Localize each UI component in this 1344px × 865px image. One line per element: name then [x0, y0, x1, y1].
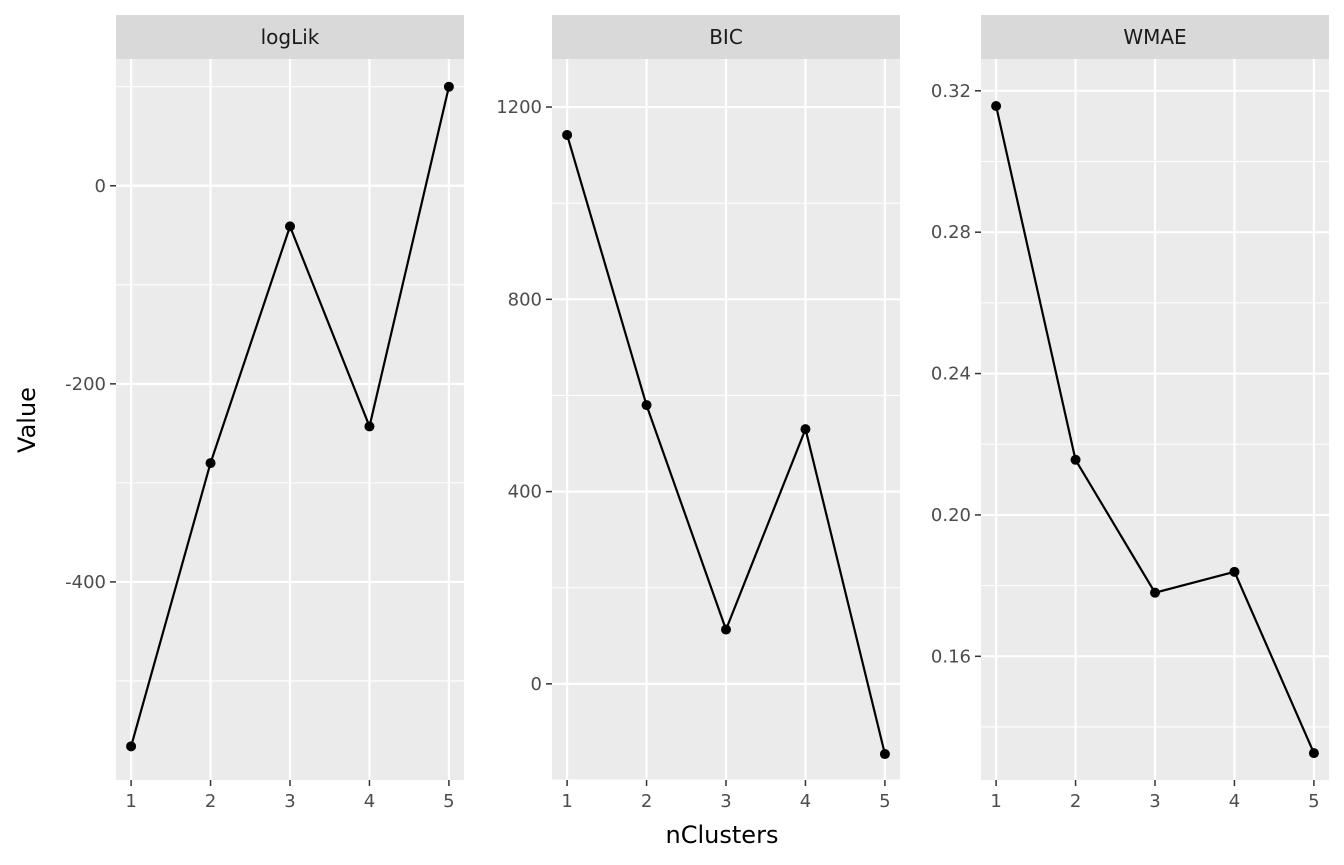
facet-strip [116, 15, 464, 59]
x-tick-label: 3 [720, 791, 731, 812]
x-tick-label: 3 [284, 791, 295, 812]
data-point [205, 458, 216, 469]
x-tick-label: 5 [1308, 791, 1319, 812]
x-tick-label: 4 [800, 791, 811, 812]
y-tick-label: 0.16 [931, 646, 971, 667]
data-point [991, 101, 1002, 112]
y-tick-label: 0.28 [931, 222, 971, 243]
data-point [1070, 454, 1081, 465]
panel-BIC: BIC 0 400 800 1200 1 2 3 4 5 [496, 15, 900, 812]
x-tick-label: 5 [443, 791, 454, 812]
data-point [364, 421, 375, 432]
x-tick-label: 5 [879, 791, 890, 812]
x-tick-label: 3 [1149, 791, 1160, 812]
facet-strip-label: BIC [709, 25, 743, 49]
y-tick-label: -200 [65, 374, 106, 395]
x-tick-label: 2 [1070, 791, 1081, 812]
data-point [443, 81, 454, 92]
y-tick-label: 0 [531, 674, 542, 695]
y-tick-label: -400 [65, 572, 106, 593]
y-tick-label: 400 [508, 482, 542, 503]
x-tick-label: 2 [205, 791, 216, 812]
data-point [721, 624, 731, 635]
data-point [126, 741, 137, 752]
x-tick-label: 4 [1229, 791, 1240, 812]
x-tick-label: 1 [125, 791, 136, 812]
y-axis-title: Value [13, 387, 41, 453]
y-tick-label: 0.20 [931, 505, 971, 526]
y-tick-label: 0.32 [931, 81, 971, 102]
x-tick-label: 1 [561, 791, 572, 812]
data-point [800, 424, 811, 435]
x-tick-label: 2 [641, 791, 652, 812]
facet-strip-label: logLik [261, 25, 320, 49]
data-point [1308, 748, 1319, 759]
panel-logLik: logLik -400 -200 0 1 2 3 4 5 [65, 15, 464, 812]
y-tick-label: 0 [95, 176, 106, 197]
facet-strip-label: WMAE [1123, 25, 1186, 49]
data-point [641, 400, 652, 411]
data-point [562, 129, 573, 140]
facet-strip [552, 15, 900, 59]
y-tick-label: 1200 [496, 97, 542, 118]
x-tick-label: 1 [990, 791, 1001, 812]
data-point [1229, 566, 1240, 577]
data-point [879, 749, 890, 760]
panel-WMAE: WMAE 0.16 0.20 0.24 0.28 0.32 1 2 3 4 5 [931, 15, 1329, 812]
x-tick-label: 4 [364, 791, 375, 812]
facet-strip [981, 15, 1329, 59]
x-axis-title: nClusters [666, 821, 779, 849]
y-tick-label: 0.24 [931, 364, 971, 385]
y-tick-label: 800 [508, 289, 542, 310]
data-point [285, 221, 295, 232]
data-point [1150, 587, 1160, 598]
